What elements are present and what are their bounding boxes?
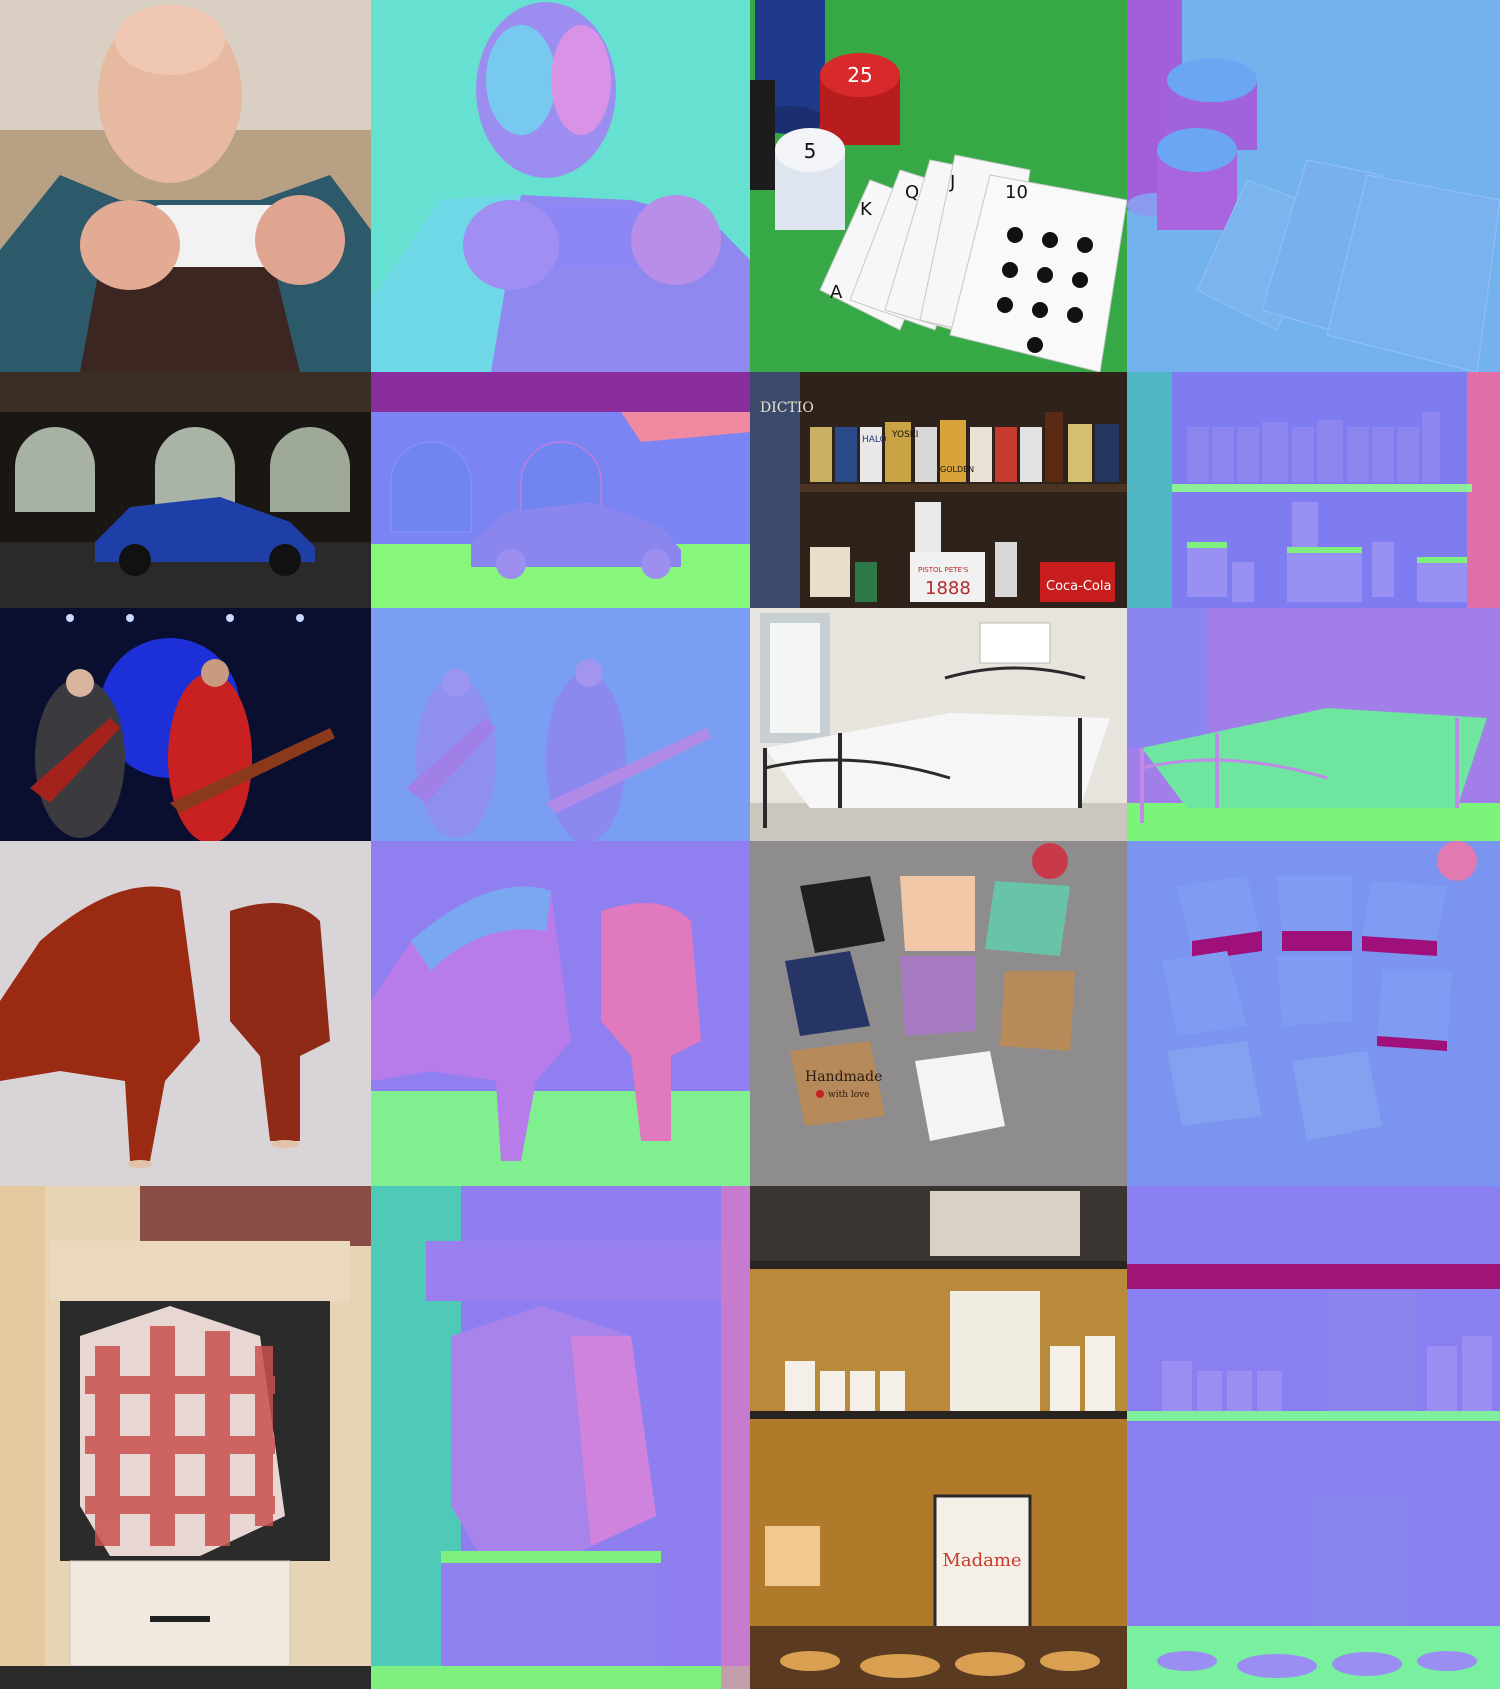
normal-map-blue-car-garage (371, 372, 750, 608)
normal-map-guitarists-on-stage (371, 608, 750, 841)
normal-map-iron-bed-bedroom (1127, 608, 1500, 841)
box-1888-label: 1888 (925, 578, 971, 599)
box-with-love-label: with love (828, 1090, 870, 1100)
can-yoski-label: YOSKI (891, 430, 918, 440)
normal-map-shop-shelves (1127, 1186, 1500, 1689)
normal-map-shirt-hanging-drawer (371, 1186, 750, 1689)
photo-craft-boxes: Handmade with love (750, 841, 1127, 1186)
normal-map-poker-chips-cards (1127, 0, 1500, 372)
box-handmade-label: Handmade (805, 1069, 882, 1085)
card-king-label: K (860, 199, 873, 220)
can-golden-label: GOLDEN (940, 465, 974, 474)
photo-iron-bed-bedroom (750, 608, 1127, 841)
normal-map-craft-boxes (1127, 841, 1500, 1186)
photo-beer-can-shelf: DICTIO YOSKI HALO GOLDEN (750, 372, 1127, 608)
photo-elderly-man-smartphone (0, 0, 371, 372)
crate-coca-cola-label: Coca-Cola (1046, 579, 1111, 594)
photo-blue-car-garage (0, 372, 371, 608)
normal-map-red-leather-heels (371, 841, 750, 1186)
photo-shirt-hanging-drawer (0, 1186, 371, 1689)
normal-map-beer-can-shelf (1127, 372, 1500, 608)
normal-map-elderly-man-smartphone (371, 0, 750, 372)
photo-poker-chips-cards: 25 5 A K Q J 10 (750, 0, 1127, 372)
photo-red-leather-heels (0, 841, 371, 1186)
card-ace-label: A (830, 282, 843, 303)
photo-guitarists-on-stage (0, 608, 371, 841)
card-queen-label: Q (905, 182, 919, 203)
card-jack-label: J (949, 172, 955, 193)
photo-shop-shelves: Madame (750, 1186, 1127, 1689)
book-spine-label: DICTIO (760, 400, 814, 416)
chip-25-label: 25 (847, 63, 872, 87)
card-ten-label: 10 (1005, 182, 1028, 203)
chip-5-label: 5 (804, 139, 817, 163)
box-pistol-petes-label: PISTOL PETE'S (918, 566, 969, 574)
can-halo-label: HALO (862, 435, 887, 445)
poster-madame-label: Madame (942, 1550, 1021, 1571)
